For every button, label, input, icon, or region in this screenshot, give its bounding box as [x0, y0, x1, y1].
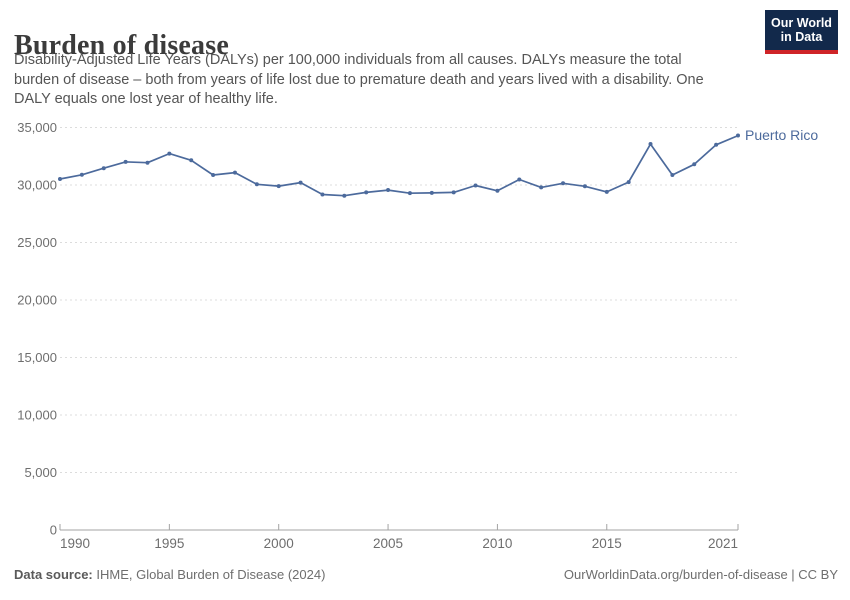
owid-logo-line2: in Data	[780, 30, 823, 44]
owid-link[interactable]: OurWorldinData.org/burden-of-disease | C…	[563, 567, 838, 582]
y-tick-label: 10,000	[17, 408, 57, 423]
data-source-label: Data source:	[14, 567, 93, 582]
owid-logo[interactable]: Our World in Data	[765, 10, 838, 54]
y-tick-label: 20,000	[17, 293, 57, 308]
data-point[interactable]	[429, 190, 434, 195]
subtitle-line: Disability-Adjusted Life Years (DALYs) p…	[14, 52, 682, 68]
data-point[interactable]	[626, 180, 631, 185]
subtitle-line: burden of disease – both from years of l…	[14, 71, 704, 88]
chart-subtitle: Disability-Adjusted Life Years (DALYs) p…	[14, 51, 704, 110]
x-tick-label: 1990	[60, 536, 90, 551]
y-tick-label: 0	[50, 523, 57, 538]
data-point[interactable]	[386, 188, 391, 193]
data-point[interactable]	[276, 184, 281, 189]
page-title: Burden of disease	[14, 29, 229, 61]
data-point[interactable]	[58, 177, 62, 182]
data-point[interactable]	[145, 160, 150, 165]
owid-logo-box: Our World in Data	[765, 10, 838, 50]
data-point[interactable]	[101, 166, 106, 171]
data-point[interactable]	[495, 188, 500, 193]
x-tick-label: 2021	[708, 536, 738, 551]
data-source-note: Data source: IHME, Global Burden of Dise…	[14, 567, 325, 582]
data-point[interactable]	[232, 170, 237, 175]
data-point[interactable]	[692, 162, 697, 167]
data-point[interactable]	[320, 192, 325, 197]
data-point[interactable]	[167, 151, 172, 156]
y-tick-label: 15,000	[17, 350, 57, 365]
x-tick-label: 2010	[482, 536, 512, 551]
data-source-text: IHME, Global Burden of Disease (2024)	[92, 567, 326, 582]
trend-line[interactable]	[59, 134, 739, 197]
data-point[interactable]	[211, 172, 216, 177]
data-point[interactable]	[342, 193, 347, 198]
data-point[interactable]	[364, 190, 369, 195]
data-point[interactable]	[539, 185, 544, 190]
data-point[interactable]	[517, 177, 522, 182]
data-point[interactable]	[298, 180, 303, 185]
y-tick-label: 5,000	[24, 465, 57, 480]
data-point[interactable]	[451, 190, 456, 195]
x-tick-label: 2000	[264, 536, 294, 551]
data-point[interactable]	[648, 142, 653, 147]
entity-label[interactable]: Puerto Rico	[745, 127, 818, 143]
data-point[interactable]	[714, 142, 719, 147]
x-tick-label: 2005	[373, 536, 403, 551]
x-tick-label: 1995	[154, 536, 184, 551]
owid-logo-line1: Our World	[771, 16, 832, 30]
data-point[interactable]	[123, 159, 128, 164]
data-point[interactable]	[670, 172, 675, 177]
y-tick-label: 35,000	[17, 120, 57, 135]
data-point[interactable]	[604, 189, 609, 194]
y-tick-label: 30,000	[17, 178, 57, 193]
data-point[interactable]	[473, 183, 478, 188]
data-point[interactable]	[736, 133, 740, 138]
data-point[interactable]	[582, 184, 587, 189]
owid-logo-red-bar	[765, 50, 838, 54]
data-point[interactable]	[189, 158, 194, 163]
x-tick-label: 2015	[592, 536, 622, 551]
data-point[interactable]	[254, 182, 259, 187]
data-point[interactable]	[79, 172, 84, 177]
subtitle-line: DALY equals one lost year of healthy lif…	[14, 91, 278, 107]
data-point[interactable]	[561, 181, 566, 186]
y-tick-label: 25,000	[17, 235, 57, 250]
data-point[interactable]	[407, 191, 412, 196]
